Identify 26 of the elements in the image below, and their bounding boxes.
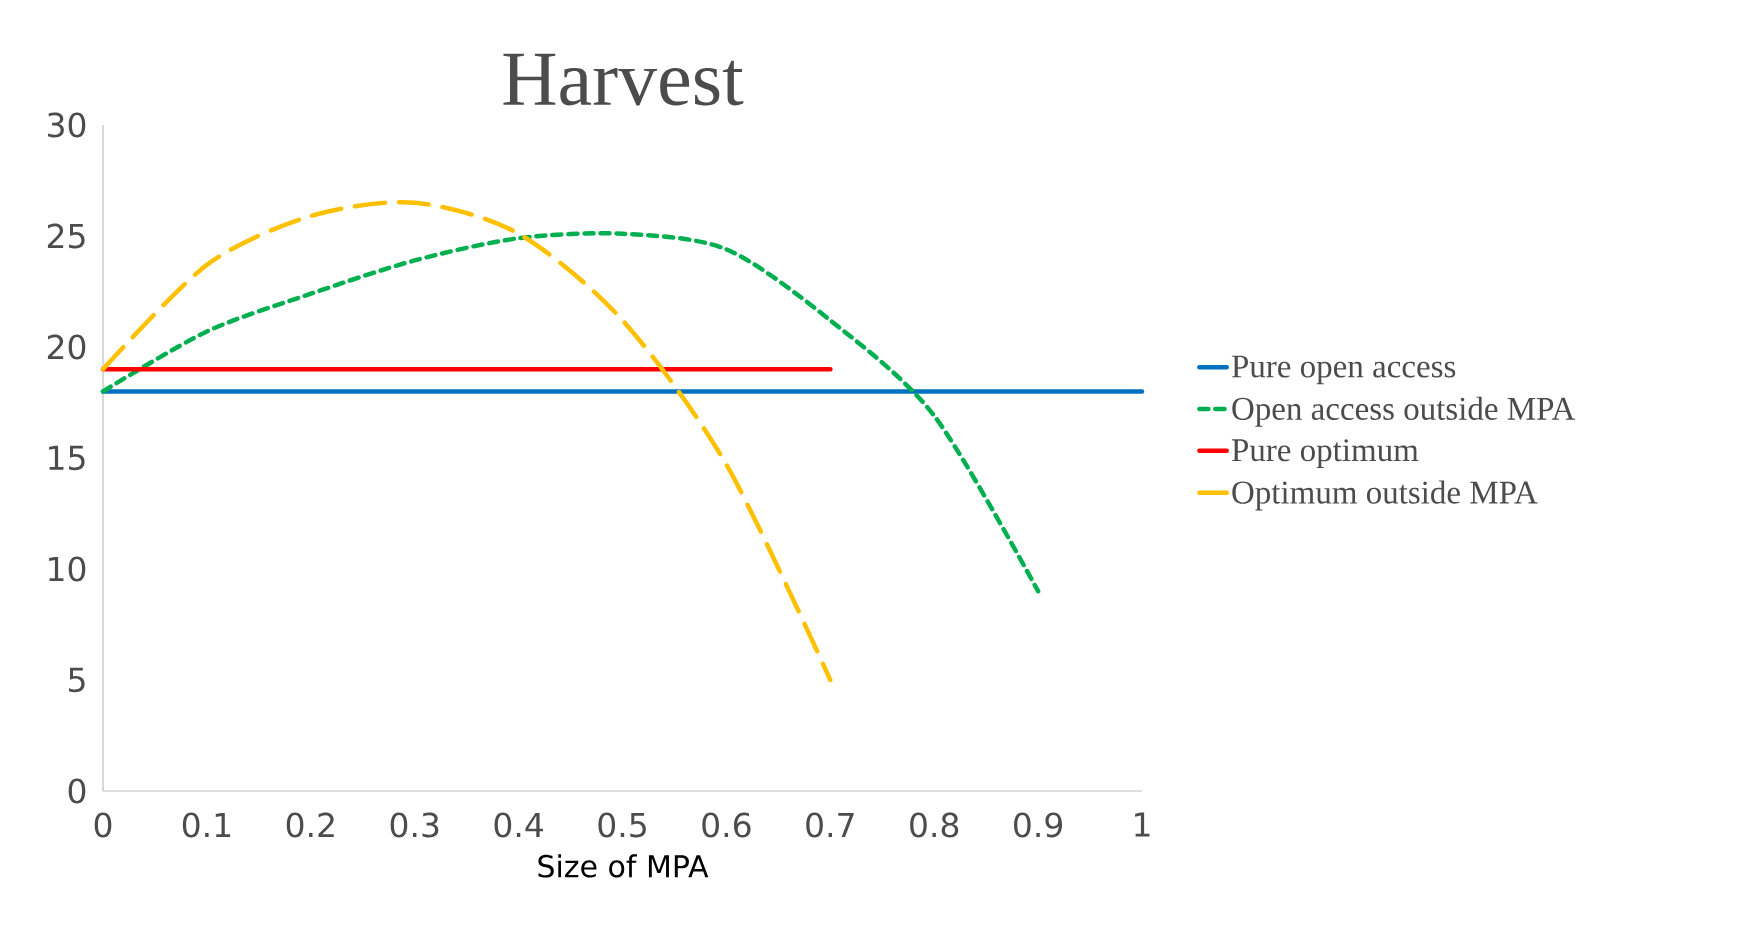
line-series bbox=[100, 231, 1041, 594]
y-tick-label: 25 bbox=[47, 223, 85, 249]
x-tick-label: 0.5 bbox=[598, 812, 646, 838]
x-tick-label: 0 bbox=[94, 812, 112, 838]
legend-label: Pure open access bbox=[1231, 355, 1456, 385]
x-tick-label: 1 bbox=[1135, 812, 1150, 837]
x-tick-label: 0.7 bbox=[806, 812, 854, 838]
y-tick-label: 30 bbox=[48, 112, 86, 138]
x-tick-label: 0.4 bbox=[494, 812, 543, 838]
x-tick-label: 0.8 bbox=[910, 812, 959, 838]
y-tick-label: 5 bbox=[69, 667, 85, 693]
x-axis-title: Size of MPA bbox=[538, 854, 709, 878]
y-tick-label: 20 bbox=[47, 334, 86, 360]
line-series bbox=[100, 200, 833, 683]
x-tick-label: 0.2 bbox=[286, 812, 334, 838]
x-tick-label: 0.3 bbox=[390, 812, 439, 838]
x-tick-label: 0.6 bbox=[702, 812, 751, 838]
chart-title: Harvest bbox=[503, 53, 744, 106]
y-tick-label: 0 bbox=[68, 778, 86, 804]
legend-label: Open access outside MPA bbox=[1232, 396, 1576, 427]
legend-label: Optimum outside MPA bbox=[1232, 480, 1538, 511]
y-tick-label: 10 bbox=[49, 556, 86, 582]
x-tick-label: 0.9 bbox=[1014, 812, 1063, 838]
y-tick-label: 15 bbox=[49, 445, 85, 471]
legend-label: Pure optimum bbox=[1231, 439, 1419, 469]
x-tick-label: 0.1 bbox=[182, 812, 231, 838]
